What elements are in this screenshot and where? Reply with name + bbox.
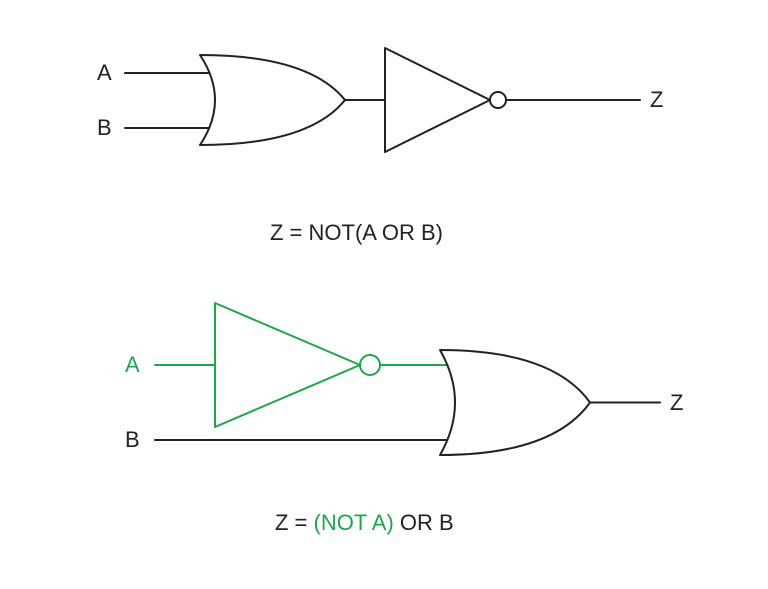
- eq2-post: OR B: [394, 510, 454, 535]
- c2-label-z: Z: [670, 390, 683, 416]
- c1-label-z: Z: [650, 87, 663, 113]
- equation-2: Z = (NOT A) OR B: [275, 510, 454, 536]
- eq2-highlight: (NOT A): [314, 510, 394, 535]
- diagram-canvas: A B Z Z = NOT(A OR B) A B Z Z = (NOT A) …: [0, 0, 768, 589]
- equation-1: Z = NOT(A OR B): [270, 220, 443, 246]
- c2-label-b: B: [125, 427, 140, 453]
- c1-label-a: A: [97, 60, 112, 86]
- eq2-pre: Z =: [275, 510, 314, 535]
- c1-label-b: B: [97, 115, 112, 141]
- c2-label-a: A: [125, 352, 140, 378]
